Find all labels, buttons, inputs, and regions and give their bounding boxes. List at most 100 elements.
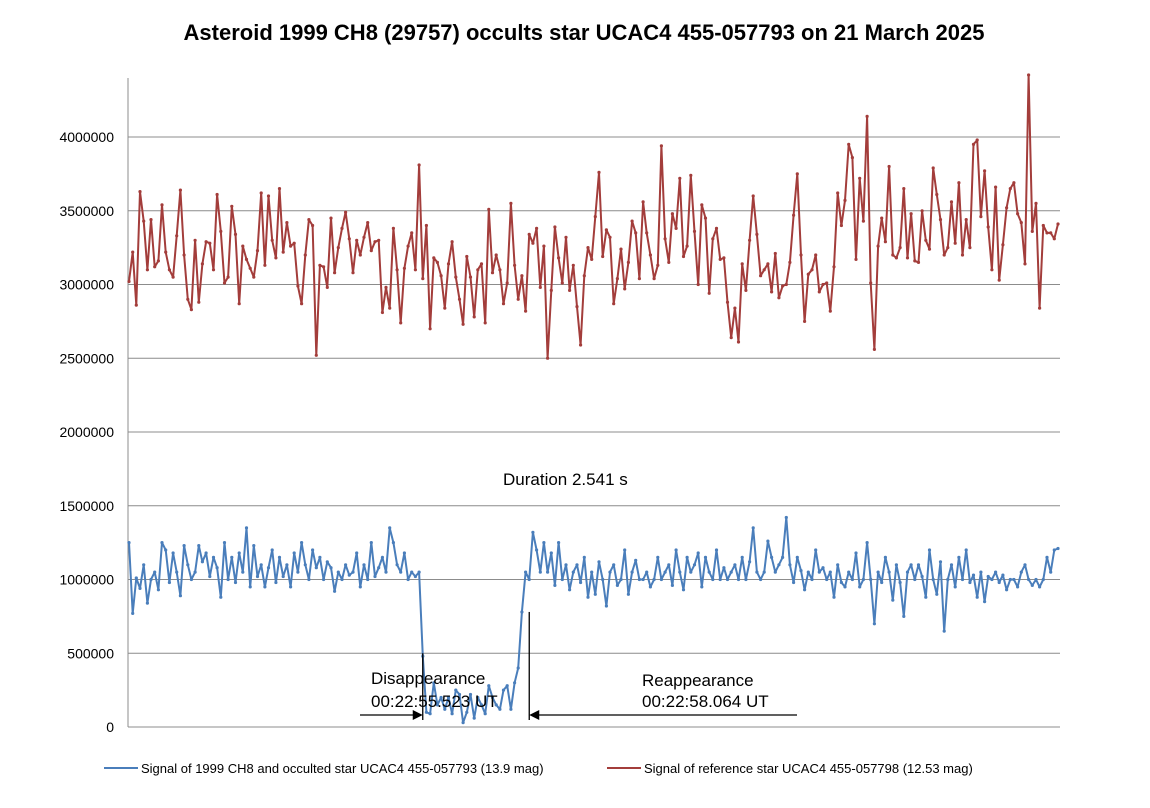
data-point [369,249,373,253]
data-point [428,327,432,331]
data-point [131,250,135,254]
data-point [799,253,803,257]
data-point [836,563,840,567]
data-point [913,577,917,582]
data-point [850,156,855,160]
data-point [336,246,340,250]
data-point [975,138,979,142]
data-point [131,611,135,616]
data-point [351,570,355,574]
y-tick-label: 2500000 [59,350,114,366]
data-point [689,173,693,177]
data-point [270,238,274,242]
data-point [575,563,579,567]
data-point [325,285,329,289]
data-point [755,232,759,236]
data-point [608,570,612,574]
data-point [1005,206,1009,210]
data-point [1016,585,1020,589]
data-point [983,169,987,173]
data-point [883,240,888,244]
data-point [406,244,410,248]
data-point [935,192,939,197]
data-point [274,256,278,260]
data-point [222,281,227,285]
data-point [527,577,531,582]
data-point [193,238,197,242]
data-point [645,231,649,235]
data-point [590,257,594,261]
data-point [799,569,803,573]
data-point [197,300,201,304]
data-point [887,570,891,574]
data-point [127,279,131,284]
data-point [377,566,381,570]
data-point [740,262,744,266]
y-tick-label: 1500000 [59,498,114,514]
data-point [402,551,406,555]
data-point [872,347,877,351]
y-tick-label: 4000000 [59,129,114,145]
data-point [145,268,149,272]
data-point [994,185,998,189]
data-point [946,246,950,250]
data-point [259,563,263,567]
data-point [770,555,774,560]
data-point [285,221,289,225]
data-point [858,176,862,180]
data-point [564,235,568,239]
data-point [432,256,436,260]
data-point [898,580,902,585]
data-point [821,566,825,570]
data-point [417,163,421,167]
data-point [960,577,965,582]
data-point [399,570,403,574]
data-point [630,219,634,223]
data-point [333,589,337,593]
data-point [964,218,968,222]
data-point [344,210,348,214]
data-point [476,268,480,272]
gridlines [128,136,1060,728]
data-point [494,703,498,707]
data-point [255,574,260,579]
data-point [336,570,340,574]
data-point [748,238,752,242]
data-point [560,281,564,285]
data-point [208,574,212,579]
data-point [380,555,384,560]
data-point [905,570,910,574]
data-point [1023,563,1027,567]
data-point [186,563,190,567]
data-point [388,306,392,310]
data-point [465,254,469,259]
data-point [1019,221,1023,225]
data-point [1041,577,1045,582]
data-point [406,577,410,582]
data-point [167,580,171,585]
data-point [700,585,704,589]
data-point [626,260,631,264]
data-point [329,566,333,570]
data-point [380,310,384,315]
data-point [773,570,777,574]
data-point [252,544,256,548]
data-point [637,277,642,281]
data-point [468,275,473,279]
data-point [300,541,304,545]
disappearance-label: Disappearance [371,669,485,688]
data-point [568,288,572,292]
data-point [784,282,788,287]
data-point [854,551,858,555]
data-point [432,681,436,685]
data-point [490,695,495,700]
data-point [949,563,954,567]
data-point [718,257,722,261]
data-point [292,241,296,245]
data-point [608,235,612,239]
data-point [619,577,623,582]
data-point [953,241,957,245]
data-point [237,551,241,555]
data-point [1012,577,1016,582]
data-point [696,282,700,287]
